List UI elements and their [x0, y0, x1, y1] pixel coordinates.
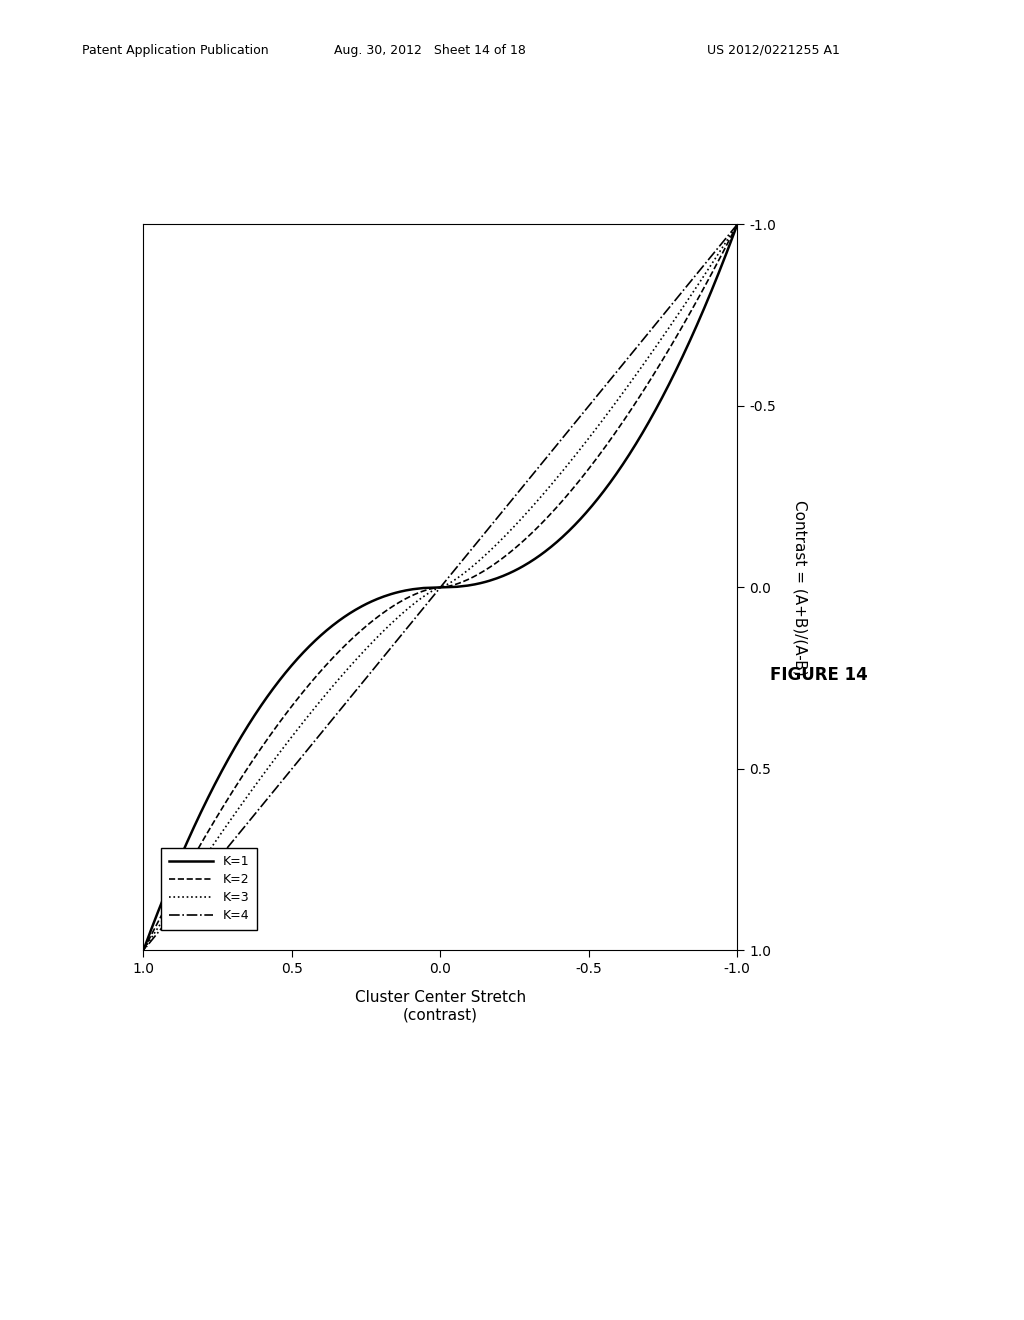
K=4: [137, 942, 150, 958]
K=1: [297, 644, 309, 660]
K=3: [307, 701, 319, 717]
Text: FIGURE 14: FIGURE 14: [770, 665, 868, 684]
K=2: [284, 701, 296, 717]
K=2: [240, 763, 252, 779]
K=1: [137, 942, 150, 958]
K=1: [216, 763, 228, 779]
X-axis label: Cluster Center Stretch
(contrast): Cluster Center Stretch (contrast): [354, 990, 526, 1023]
K=3: [603, 403, 615, 418]
K=2: [660, 345, 673, 360]
K=3: [137, 942, 150, 958]
K=2: [332, 644, 344, 660]
K=3: [481, 545, 494, 561]
K=4: [284, 763, 296, 779]
K=4: [381, 644, 393, 660]
K=4: [731, 216, 743, 232]
K=4: [335, 701, 347, 717]
K=1: [731, 216, 743, 232]
Line: K=2: K=2: [143, 224, 737, 950]
K=2: [624, 403, 636, 418]
K=3: [731, 216, 743, 232]
Line: K=3: K=3: [143, 224, 737, 950]
K=4: [626, 345, 638, 360]
K=3: [260, 763, 272, 779]
K=2: [731, 216, 743, 232]
Line: K=1: K=1: [143, 224, 737, 950]
K=2: [137, 942, 150, 958]
Text: Patent Application Publication: Patent Application Publication: [82, 44, 268, 57]
K=1: [678, 345, 690, 360]
K=3: [356, 644, 369, 660]
K=4: [579, 403, 591, 418]
K=1: [538, 545, 550, 561]
K=2: [503, 545, 515, 561]
Text: Aug. 30, 2012   Sheet 14 of 18: Aug. 30, 2012 Sheet 14 of 18: [334, 44, 526, 57]
K=1: [649, 403, 662, 418]
Y-axis label: Contrast = (A+B)/(A-B): Contrast = (A+B)/(A-B): [793, 499, 808, 676]
Line: K=4: K=4: [143, 224, 737, 950]
K=3: [645, 345, 657, 360]
K=1: [253, 701, 265, 717]
K=4: [463, 545, 475, 561]
Legend: K=1, K=2, K=3, K=4: K=1, K=2, K=3, K=4: [162, 847, 257, 929]
Text: US 2012/0221255 A1: US 2012/0221255 A1: [707, 44, 840, 57]
